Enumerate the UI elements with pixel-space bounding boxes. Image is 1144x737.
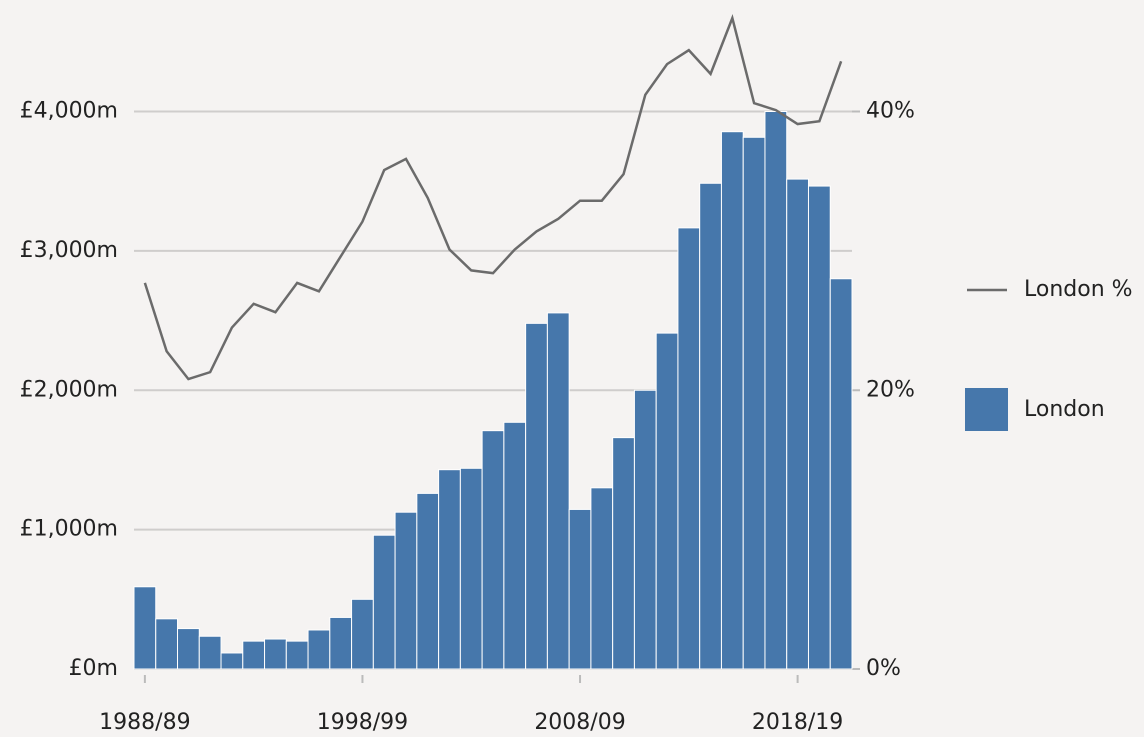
line [143,14,843,381]
bar [438,469,461,670]
bar [242,640,266,670]
bar [416,492,440,670]
legend-label: London % [1024,277,1133,302]
bar [699,182,722,670]
y-tick-label: £4,000m [20,99,118,124]
y2-tick-label: 40% [866,99,915,124]
bar [372,534,396,670]
bar [177,628,200,670]
bar [198,635,222,670]
bar [677,227,701,670]
bar [590,487,614,670]
bar [633,389,657,670]
bar [786,178,809,670]
bar [764,111,788,670]
y-tick-label: £3,000m [20,238,118,263]
bar [742,136,766,670]
bar [720,131,744,670]
bar [612,437,635,670]
bar [829,278,853,670]
y-tick-label: £2,000m [20,377,118,402]
y-tick-label: £0m [69,656,118,681]
x-tick-label: 2018/19 [752,710,843,735]
bar [264,638,287,670]
bar [546,312,570,670]
bar [155,618,179,670]
bar [459,467,483,670]
legend-label: London [1024,397,1105,422]
y-tick-label: £1,000m [20,517,118,542]
x-tick-label: 2008/09 [534,710,625,735]
x-tick-label: 1988/89 [99,710,190,735]
y2-tick-label: 0% [866,656,901,681]
bar [525,322,548,670]
y2-tick-label: 20% [866,377,915,402]
bar [807,185,831,670]
bar [568,508,592,670]
bar [285,640,309,670]
bar [220,652,244,670]
bar [133,586,157,670]
x-tick-label: 1998/99 [317,710,408,735]
legend-swatch [965,388,1008,431]
bar [329,616,353,670]
bar [655,332,679,670]
bar [503,421,527,670]
bar [481,430,505,670]
bar [351,598,374,670]
bar [307,629,331,670]
bar [394,511,418,670]
